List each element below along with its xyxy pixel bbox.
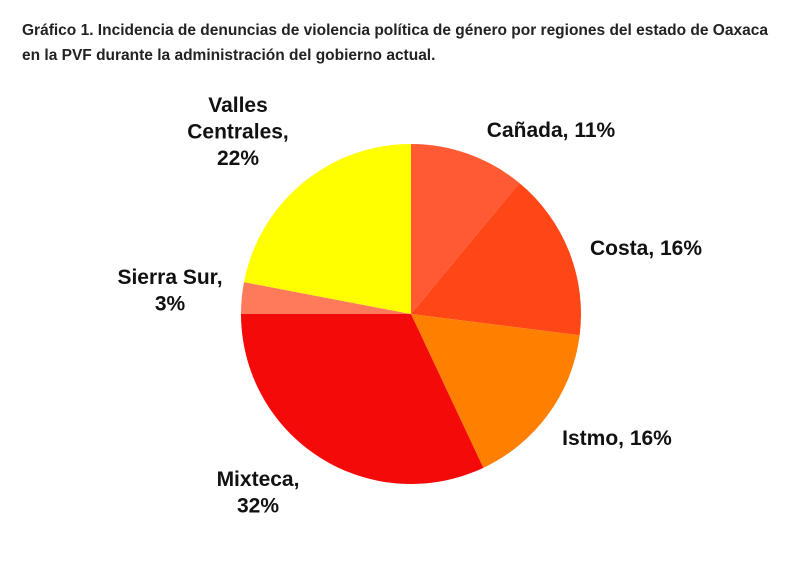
slice-label-line: Centrales, xyxy=(187,120,289,143)
slice-label-line: 22% xyxy=(217,147,259,170)
slice-label-line: Istmo, 16% xyxy=(562,427,672,450)
slice-label: Costa, 16% xyxy=(590,237,702,260)
slice-label-line: Costa, 16% xyxy=(590,237,702,260)
pie-slice xyxy=(244,143,411,314)
slice-label-line: Sierra Sur, xyxy=(117,266,222,289)
pie-slice xyxy=(411,314,580,468)
slice-label: Valles Centrales, 22% xyxy=(187,94,289,170)
pie-slice xyxy=(241,282,411,314)
slice-label-line: 32% xyxy=(237,494,279,517)
slice-label-line: Mixteca, xyxy=(217,468,300,491)
pie-slice xyxy=(241,314,484,484)
slice-label: Sierra Sur, 3% xyxy=(117,266,222,316)
slice-label: Cañada, 11% xyxy=(487,119,616,142)
slice-label: Mixteca, 32% xyxy=(217,468,300,518)
slice-label: Istmo, 16% xyxy=(562,427,672,450)
slice-label-line: 3% xyxy=(155,292,186,315)
chart-title: Gráfico 1. Incidencia de denuncias de vi… xyxy=(22,22,768,64)
slice-label-line: Cañada, 11% xyxy=(487,119,616,142)
slice-label-line: Valles xyxy=(208,94,268,117)
pie-slice xyxy=(411,144,520,314)
pie-slice xyxy=(411,183,581,336)
